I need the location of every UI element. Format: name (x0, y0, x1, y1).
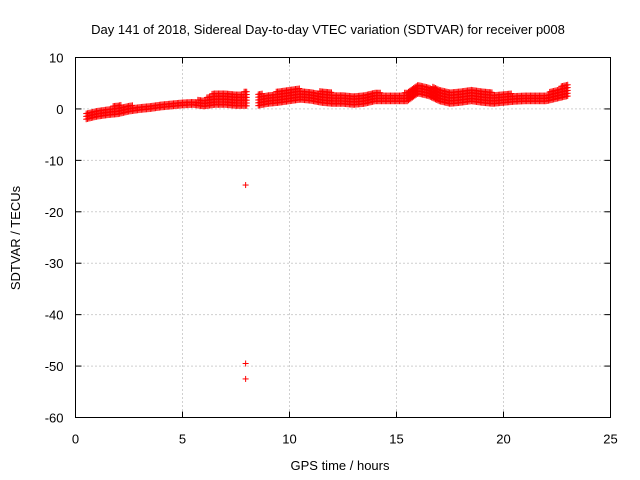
y-tick-label: 0 (56, 102, 63, 117)
data-point (243, 88, 250, 95)
plot-frame (75, 57, 611, 418)
y-tick-label: -10 (45, 153, 64, 168)
data-point (564, 81, 571, 88)
data-point (432, 85, 439, 92)
grid-lines (75, 57, 611, 418)
chart-title: Day 141 of 2018, Sidereal Day-to-day VTE… (91, 22, 565, 37)
y-tick-label: -20 (45, 205, 64, 220)
x-tick-label: 20 (496, 432, 510, 447)
x-tick-label: 5 (179, 432, 186, 447)
x-tick-label: 25 (603, 432, 617, 447)
axis-ticks (75, 57, 611, 418)
y-tick-label: -50 (45, 359, 64, 374)
x-axis-label: GPS time / hours (291, 458, 390, 473)
outlier-point (242, 182, 249, 189)
y-tick-label: -40 (45, 308, 64, 323)
outlier-point (242, 360, 249, 367)
data-point (328, 89, 335, 96)
data-point (429, 83, 436, 90)
x-tick-label: 15 (389, 432, 403, 447)
data-point (377, 89, 384, 96)
x-tick-labels: 0 5 10 15 20 25 (72, 432, 618, 447)
outlier-point (242, 375, 249, 382)
data-point (508, 90, 515, 97)
y-axis-label: SDTVAR / TECUs (8, 185, 23, 290)
y-tick-label: 10 (49, 51, 63, 66)
y-tick-labels: 10 0 -10 -20 -30 -40 -50 -60 (45, 51, 64, 426)
data-point (435, 86, 442, 93)
y-tick-label: -60 (45, 411, 64, 426)
x-tick-label: 10 (282, 432, 296, 447)
data-point (296, 85, 303, 92)
data-point (433, 85, 440, 92)
data-point (426, 84, 433, 91)
data-points (83, 81, 571, 382)
y-tick-label: -30 (45, 256, 64, 271)
data-point (488, 89, 495, 96)
data-point (431, 84, 438, 91)
x-tick-label: 0 (72, 432, 79, 447)
